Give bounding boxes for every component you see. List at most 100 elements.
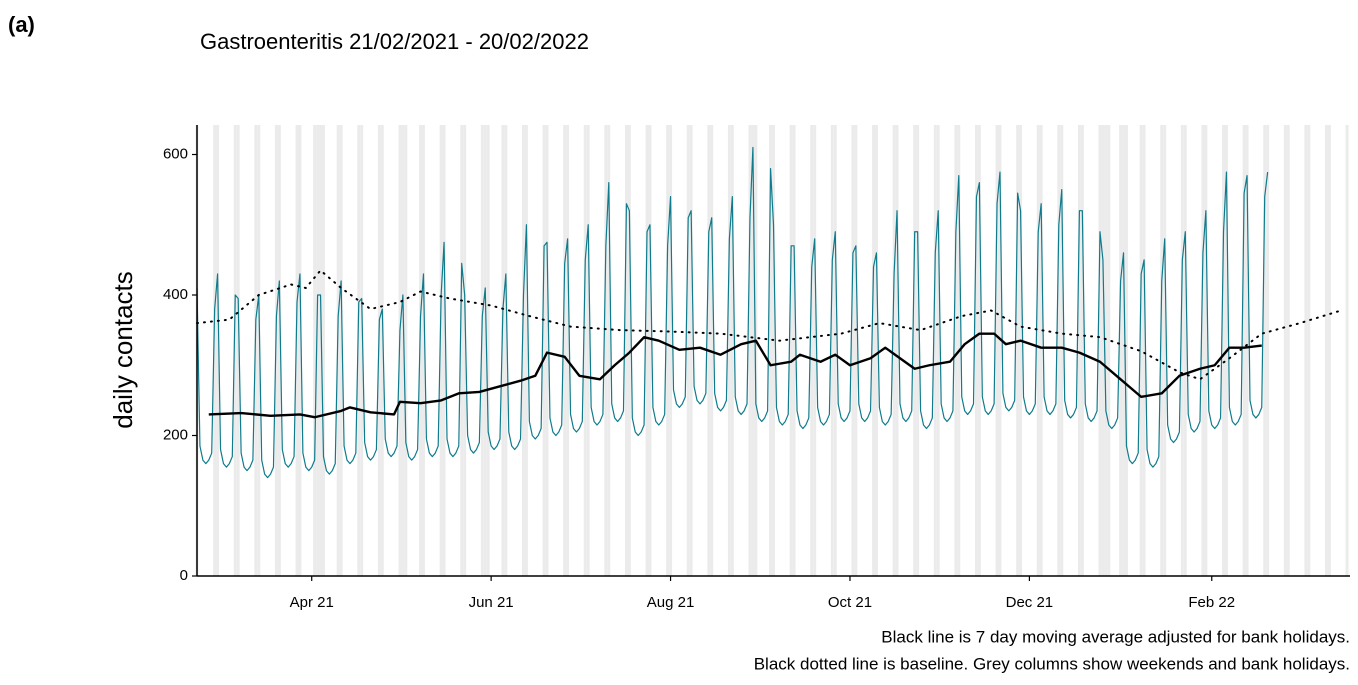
shaded-column bbox=[754, 125, 758, 576]
shaded-column bbox=[1142, 125, 1146, 576]
shaded-column bbox=[1345, 125, 1349, 576]
panel-label: (a) bbox=[8, 12, 35, 37]
shaded-column bbox=[933, 125, 937, 576]
shaded-column bbox=[480, 125, 484, 576]
x-tick-label: Jun 21 bbox=[469, 594, 514, 611]
shaded-column bbox=[977, 125, 981, 576]
shaded-column bbox=[1098, 125, 1102, 576]
shaded-column bbox=[274, 125, 278, 576]
shaded-column bbox=[1324, 125, 1328, 576]
shaded-column bbox=[1180, 125, 1184, 576]
series-line bbox=[196, 146, 1269, 479]
shaded-column bbox=[504, 125, 508, 576]
shaded-column bbox=[645, 125, 649, 576]
shaded-column bbox=[1222, 125, 1225, 576]
shaded-column bbox=[213, 125, 217, 576]
shaded-column bbox=[998, 125, 1002, 576]
shaded-column bbox=[789, 125, 793, 576]
shaded-column bbox=[319, 125, 323, 576]
shaded-column bbox=[769, 125, 773, 576]
shaded-column bbox=[463, 125, 467, 576]
shaded-column bbox=[483, 125, 487, 576]
shaded-column bbox=[336, 125, 340, 576]
shaded-column bbox=[442, 125, 446, 576]
shaded-column bbox=[1266, 125, 1270, 576]
shaded-column bbox=[357, 125, 361, 576]
shaded-column bbox=[851, 125, 855, 576]
shaded-column bbox=[954, 125, 958, 576]
shaded-column bbox=[1124, 125, 1128, 576]
shaded-column bbox=[1060, 125, 1064, 576]
x-tick-label: Oct 21 bbox=[828, 594, 872, 611]
y-tick-label: 200 bbox=[163, 426, 188, 443]
shaded-column bbox=[563, 125, 567, 576]
y-tick-label: 600 bbox=[163, 145, 188, 162]
shaded-column bbox=[995, 125, 999, 576]
shaded-column bbox=[501, 125, 505, 576]
shaded-column bbox=[1107, 125, 1111, 576]
shaded-column bbox=[627, 125, 631, 576]
shaded-column bbox=[686, 125, 690, 576]
series-line bbox=[208, 332, 1262, 419]
shaded-column bbox=[233, 125, 237, 576]
shaded-column bbox=[1245, 125, 1249, 576]
shaded-column bbox=[624, 125, 628, 576]
shaded-column bbox=[566, 125, 570, 576]
shaded-column bbox=[401, 125, 405, 576]
shaded-column bbox=[1139, 125, 1143, 576]
shaded-column bbox=[892, 125, 896, 576]
shaded-column bbox=[1080, 125, 1084, 576]
shaded-column bbox=[1204, 125, 1208, 576]
shaded-column bbox=[772, 125, 775, 576]
shaded-column bbox=[689, 125, 693, 576]
shaded-column bbox=[1119, 125, 1123, 576]
shaded-column bbox=[257, 125, 261, 576]
shaded-column bbox=[1122, 125, 1125, 576]
shaded-column bbox=[1104, 125, 1108, 576]
shaded-column bbox=[313, 125, 317, 576]
shaded-column bbox=[586, 125, 590, 576]
shaded-column bbox=[545, 125, 549, 576]
shaded-column bbox=[792, 125, 796, 576]
shaded-column bbox=[360, 125, 364, 576]
shaded-column bbox=[648, 125, 652, 576]
shaded-column bbox=[751, 125, 755, 576]
shaded-column bbox=[1019, 125, 1023, 576]
shaded-column bbox=[748, 125, 752, 576]
shaded-column bbox=[322, 125, 325, 576]
shaded-column bbox=[380, 125, 384, 576]
shaded-column bbox=[1183, 125, 1187, 576]
shaded-column bbox=[730, 125, 734, 576]
shaded-column bbox=[1160, 125, 1164, 576]
shaded-column bbox=[524, 125, 528, 576]
shaded-column bbox=[542, 125, 546, 576]
shaded-column bbox=[1283, 125, 1287, 576]
shaded-column bbox=[236, 125, 240, 576]
shaded-column bbox=[254, 125, 258, 576]
shaded-column bbox=[339, 125, 343, 576]
x-tick-label: Dec 21 bbox=[1006, 594, 1054, 611]
shaded-column bbox=[1057, 125, 1061, 576]
shaded-column bbox=[1286, 125, 1290, 576]
shaded-column bbox=[874, 125, 878, 576]
shaded-column bbox=[810, 125, 814, 576]
shaded-column bbox=[439, 125, 443, 576]
shaded-column bbox=[936, 125, 940, 576]
shaded-column bbox=[607, 125, 611, 576]
shaded-column bbox=[460, 125, 464, 576]
shaded-column bbox=[604, 125, 608, 576]
x-tick-label: Feb 22 bbox=[1188, 594, 1235, 611]
shaded-column bbox=[404, 125, 408, 576]
y-tick-label: 400 bbox=[163, 286, 188, 303]
shaded-column bbox=[522, 125, 525, 576]
shaded-column bbox=[1307, 125, 1311, 576]
shaded-column bbox=[1327, 125, 1331, 576]
chart-title: Gastroenteritis 21/02/2021 - 20/02/2022 bbox=[200, 29, 589, 54]
shaded-column bbox=[1016, 125, 1020, 576]
shaded-column bbox=[666, 125, 670, 576]
shaded-column bbox=[813, 125, 817, 576]
shaded-column bbox=[854, 125, 858, 576]
shaded-column bbox=[419, 125, 423, 576]
shaded-column bbox=[913, 125, 917, 576]
